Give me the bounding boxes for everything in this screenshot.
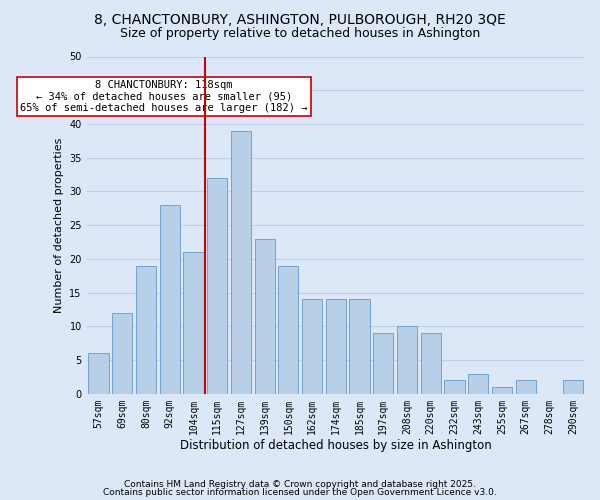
- Bar: [231, 130, 251, 394]
- Text: Contains public sector information licensed under the Open Government Licence v3: Contains public sector information licen…: [103, 488, 497, 497]
- Bar: [373, 333, 394, 394]
- Text: Size of property relative to detached houses in Ashington: Size of property relative to detached ho…: [120, 28, 480, 40]
- Bar: [492, 387, 512, 394]
- Bar: [88, 354, 109, 394]
- Bar: [468, 374, 488, 394]
- Bar: [397, 326, 417, 394]
- Text: Contains HM Land Registry data © Crown copyright and database right 2025.: Contains HM Land Registry data © Crown c…: [124, 480, 476, 489]
- Bar: [160, 205, 180, 394]
- Bar: [563, 380, 583, 394]
- Bar: [445, 380, 464, 394]
- Bar: [136, 266, 156, 394]
- Bar: [326, 300, 346, 394]
- X-axis label: Distribution of detached houses by size in Ashington: Distribution of detached houses by size …: [180, 440, 492, 452]
- Text: 8 CHANCTONBURY: 118sqm
← 34% of detached houses are smaller (95)
65% of semi-det: 8 CHANCTONBURY: 118sqm ← 34% of detached…: [20, 80, 308, 114]
- Bar: [302, 300, 322, 394]
- Bar: [207, 178, 227, 394]
- Bar: [254, 238, 275, 394]
- Bar: [421, 333, 441, 394]
- Bar: [349, 300, 370, 394]
- Bar: [184, 252, 203, 394]
- Bar: [278, 266, 298, 394]
- Y-axis label: Number of detached properties: Number of detached properties: [54, 138, 64, 313]
- Bar: [515, 380, 536, 394]
- Bar: [112, 313, 133, 394]
- Text: 8, CHANCTONBURY, ASHINGTON, PULBOROUGH, RH20 3QE: 8, CHANCTONBURY, ASHINGTON, PULBOROUGH, …: [94, 12, 506, 26]
